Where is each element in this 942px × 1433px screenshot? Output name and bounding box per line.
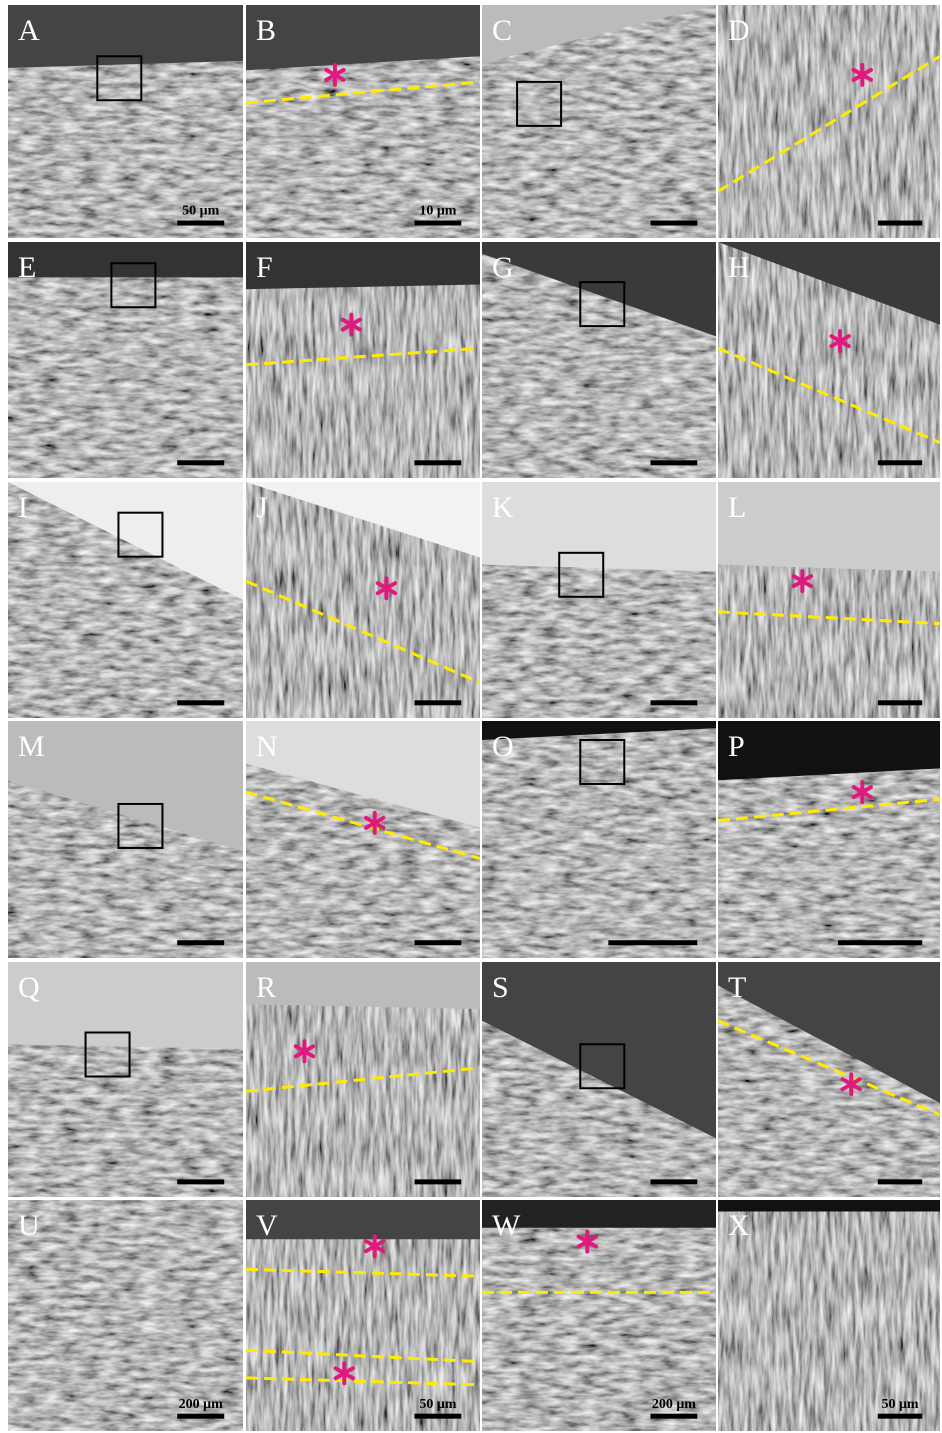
background-region: [718, 482, 940, 572]
scale-bar: [177, 1414, 224, 1419]
panel: E: [8, 242, 243, 478]
panel: 50 μm A: [8, 5, 243, 238]
panel: P: [718, 721, 940, 958]
panel-label: C: [492, 14, 512, 47]
panel-label: R: [256, 971, 276, 1004]
panel-label: U: [18, 1209, 40, 1242]
panel: G: [482, 242, 716, 478]
scale-bar: [414, 940, 461, 945]
panel: J: [246, 482, 480, 718]
background-region: [246, 1200, 480, 1239]
texture: [718, 5, 940, 238]
panel: 50 μm V: [246, 1200, 480, 1431]
panel-label: X: [728, 1209, 750, 1242]
panel-label: J: [256, 491, 268, 524]
scale-bar: [177, 700, 224, 705]
scale-bar: [414, 1179, 461, 1184]
panel: F: [246, 242, 480, 478]
panel-label: O: [492, 730, 514, 763]
scale-bar: [878, 1414, 922, 1419]
background-region: [246, 242, 480, 289]
panel-label: P: [728, 730, 745, 763]
panel-label: E: [18, 251, 36, 284]
scale-bar: [414, 700, 461, 705]
scale-bar: [878, 1179, 922, 1184]
panel: 200 μm U: [8, 1200, 243, 1431]
panel: C: [482, 5, 716, 238]
texture: [482, 721, 716, 958]
panel-label: T: [728, 971, 746, 1004]
panel-label: F: [256, 251, 273, 284]
panel: Q: [8, 962, 243, 1197]
panel: 200 μm W: [482, 1200, 716, 1431]
background-region: [482, 482, 716, 572]
panel-label: L: [728, 491, 746, 524]
panel-label: V: [256, 1209, 278, 1242]
scale-bar: [838, 940, 922, 945]
scale-bar: [414, 1414, 461, 1419]
panel-label: D: [728, 14, 750, 47]
scale-label: 200 μm: [179, 1397, 223, 1412]
panel: N: [246, 721, 480, 958]
scale-bar: [414, 460, 461, 465]
scale-label: 10 μm: [419, 204, 456, 219]
scale-bar: [650, 221, 697, 226]
background-region: [8, 962, 243, 1049]
panel: M: [8, 721, 243, 958]
scale-bar: [650, 700, 697, 705]
panel-label: H: [728, 251, 750, 284]
background-region: [246, 962, 480, 1009]
panel: 50 μm X: [718, 1200, 940, 1431]
panel-label: K: [492, 491, 514, 524]
scale-bar: [878, 221, 922, 226]
panel-label: M: [18, 730, 45, 763]
panel: D: [718, 5, 940, 238]
background-region: [718, 1200, 940, 1212]
scale-bar: [414, 221, 461, 226]
scale-bar: [650, 1179, 697, 1184]
panel-label: Q: [18, 971, 40, 1004]
panel: 10 μm B: [246, 5, 480, 238]
scale-bar: [650, 1414, 697, 1419]
scale-bar: [177, 221, 224, 226]
panel-label: B: [256, 14, 276, 47]
panel-label: A: [18, 14, 40, 47]
figure: 50 μm A 10 μm B C D E F G H I J K L M N O P Q R S T 200 μm U 50 …: [0, 0, 942, 1433]
scale-label: 200 μm: [652, 1397, 696, 1412]
scale-bar: [608, 940, 697, 945]
panel-label: N: [256, 730, 278, 763]
panel: K: [482, 482, 716, 718]
panel-label: G: [492, 251, 514, 284]
panel-label: I: [18, 491, 28, 524]
scale-label: 50 μm: [419, 1397, 456, 1412]
panel: L: [718, 482, 940, 718]
scale-bar: [177, 1179, 224, 1184]
panel: R: [246, 962, 480, 1197]
panel-label: W: [492, 1209, 521, 1242]
panel: S: [482, 962, 716, 1197]
scale-bar: [878, 700, 922, 705]
background-region: [8, 5, 243, 68]
scale-bar: [650, 460, 697, 465]
panel: T: [718, 962, 940, 1197]
scale-bar: [177, 940, 224, 945]
scale-bar: [177, 460, 224, 465]
scale-label: 50 μm: [881, 1397, 918, 1412]
scale-bar: [878, 460, 922, 465]
panel: O: [482, 721, 716, 958]
background-region: [8, 242, 243, 277]
panel: H: [718, 242, 940, 478]
scale-label: 50 μm: [182, 204, 219, 219]
panel-label: S: [492, 971, 509, 1004]
panel: I: [8, 482, 243, 718]
